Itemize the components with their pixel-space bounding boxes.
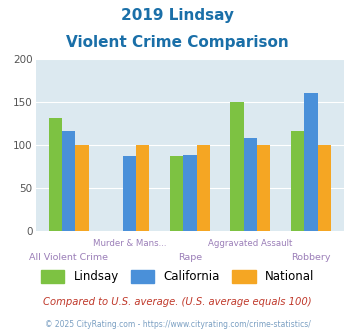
Text: Compared to U.S. average. (U.S. average equals 100): Compared to U.S. average. (U.S. average … [43, 297, 312, 307]
Legend: Lindsay, California, National: Lindsay, California, National [36, 265, 319, 288]
Bar [183, 155, 197, 231]
Text: Robbery: Robbery [291, 253, 331, 262]
Text: Rape: Rape [178, 253, 202, 262]
Bar [197, 145, 210, 231]
Bar [230, 102, 244, 231]
Bar [304, 93, 318, 231]
Bar [244, 138, 257, 231]
Bar [76, 145, 89, 231]
Bar [136, 145, 149, 231]
Text: Murder & Mans...: Murder & Mans... [93, 239, 166, 248]
Bar [123, 156, 136, 231]
Bar [318, 145, 331, 231]
Bar [170, 156, 183, 231]
Bar [49, 118, 62, 231]
Text: Violent Crime Comparison: Violent Crime Comparison [66, 35, 289, 50]
Bar [291, 131, 304, 231]
Bar [257, 145, 271, 231]
Bar [62, 131, 76, 231]
Text: © 2025 CityRating.com - https://www.cityrating.com/crime-statistics/: © 2025 CityRating.com - https://www.city… [45, 320, 310, 329]
Text: Aggravated Assault: Aggravated Assault [208, 239, 293, 248]
Text: 2019 Lindsay: 2019 Lindsay [121, 8, 234, 23]
Text: All Violent Crime: All Violent Crime [29, 253, 108, 262]
